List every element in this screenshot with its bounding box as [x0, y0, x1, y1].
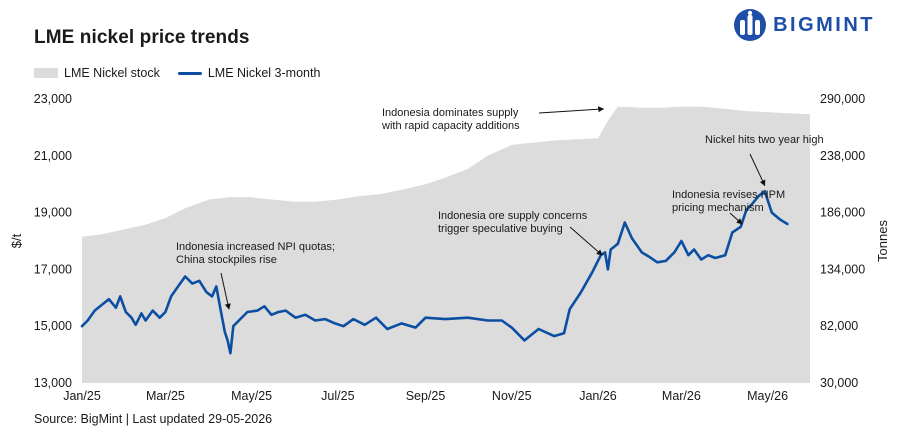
annotation-hpm: Indonesia revises HPM pricing mechanism: [672, 189, 785, 225]
y2-tick-label: 238,000: [820, 149, 865, 163]
legend-item-stock: LME Nickel stock: [34, 66, 160, 80]
source-note: Source: BigMint | Last updated 29-05-202…: [34, 412, 273, 426]
y-tick-label: 17,000: [34, 262, 72, 276]
brand-icon: [734, 9, 767, 41]
annotation-line: pricing mechanism: [672, 202, 764, 214]
x-tick-label: May/25: [231, 389, 272, 403]
y2-tick-label: 30,000: [820, 376, 858, 390]
x-tick-label: May/26: [747, 389, 788, 403]
annotation-text: Indonesia ore supply concerns trigger spe…: [438, 210, 588, 235]
annotation-high: Nickel hits two year high: [705, 134, 824, 187]
y2-tick-label: 82,000: [820, 319, 858, 333]
legend-label-stock: LME Nickel stock: [64, 66, 160, 80]
annotation-line: Indonesia dominates supply: [382, 107, 519, 119]
annotation-supply: Indonesia dominates supply with rapid cap…: [381, 106, 605, 132]
x-tick-label: Mar/26: [662, 389, 701, 403]
legend-swatch-stock: [34, 68, 58, 78]
annotation-text: Indonesia revises HPM pricing mechanism: [672, 189, 785, 214]
annotation-text: Indonesia dominates supply with rapid cap…: [381, 107, 520, 132]
annotation-text: Indonesia increased NPI quotas; China sto…: [176, 241, 335, 266]
annotation-text: Nickel hits two year high: [705, 134, 824, 146]
stock-area: [82, 106, 810, 383]
annotation-npi: Indonesia increased NPI quotas; China sto…: [176, 241, 335, 310]
legend-label-price: LME Nickel 3-month: [207, 66, 321, 80]
annotation-arrow: [569, 226, 603, 256]
x-tick-label: Sep/25: [406, 389, 446, 403]
price-line: [80, 190, 789, 355]
annotation-line: trigger speculative buying: [438, 223, 563, 235]
x-tick-label: Mar/25: [146, 389, 185, 403]
annotation-line: Indonesia revises HPM: [672, 189, 785, 201]
annotation-line: Indonesia ore supply concerns: [438, 210, 588, 222]
y2-tick-label: 186,000: [820, 206, 865, 220]
y-tick-label: 21,000: [34, 149, 72, 163]
y2-tick-label: 134,000: [820, 262, 865, 276]
annotation-arrow: [220, 272, 231, 310]
annotation-line: China stockpiles rise: [176, 254, 277, 266]
annotation-line: with rapid capacity additions: [381, 120, 520, 132]
annotation-line: Nickel hits two year high: [705, 134, 824, 146]
brand-name: BIGMINT: [773, 13, 875, 36]
annotation-arrow: [729, 212, 743, 225]
x-tick-label: Jan/26: [579, 389, 617, 403]
y2-axis-label: Tonnes: [875, 220, 890, 262]
y-tick-label: 13,000: [34, 376, 72, 390]
x-tick-label: Jan/25: [63, 389, 101, 403]
annotation-ore: Indonesia ore supply concerns trigger spe…: [438, 210, 603, 256]
y-tick-label: 19,000: [34, 206, 72, 220]
annotation-arrow: [538, 106, 605, 114]
x-tick-label: Nov/25: [492, 389, 532, 403]
y-tick-label: 23,000: [34, 92, 72, 106]
y2-tick-label: 290,000: [820, 92, 865, 106]
brand-logo: BIGMINT: [733, 8, 875, 42]
legend-item-price: LME Nickel 3-month: [177, 66, 321, 80]
y-axis-label: $/t: [9, 233, 24, 248]
annotation-arrow: [749, 153, 766, 187]
y-tick-label: 15,000: [34, 319, 72, 333]
chart-title: LME nickel price trends: [34, 27, 250, 48]
x-tick-label: Jul/25: [321, 389, 354, 403]
annotation-line: Indonesia increased NPI quotas;: [176, 241, 335, 253]
legend-swatch-price: [177, 71, 202, 75]
chart-legend: LME Nickel stock LME Nickel 3-month: [34, 66, 338, 80]
